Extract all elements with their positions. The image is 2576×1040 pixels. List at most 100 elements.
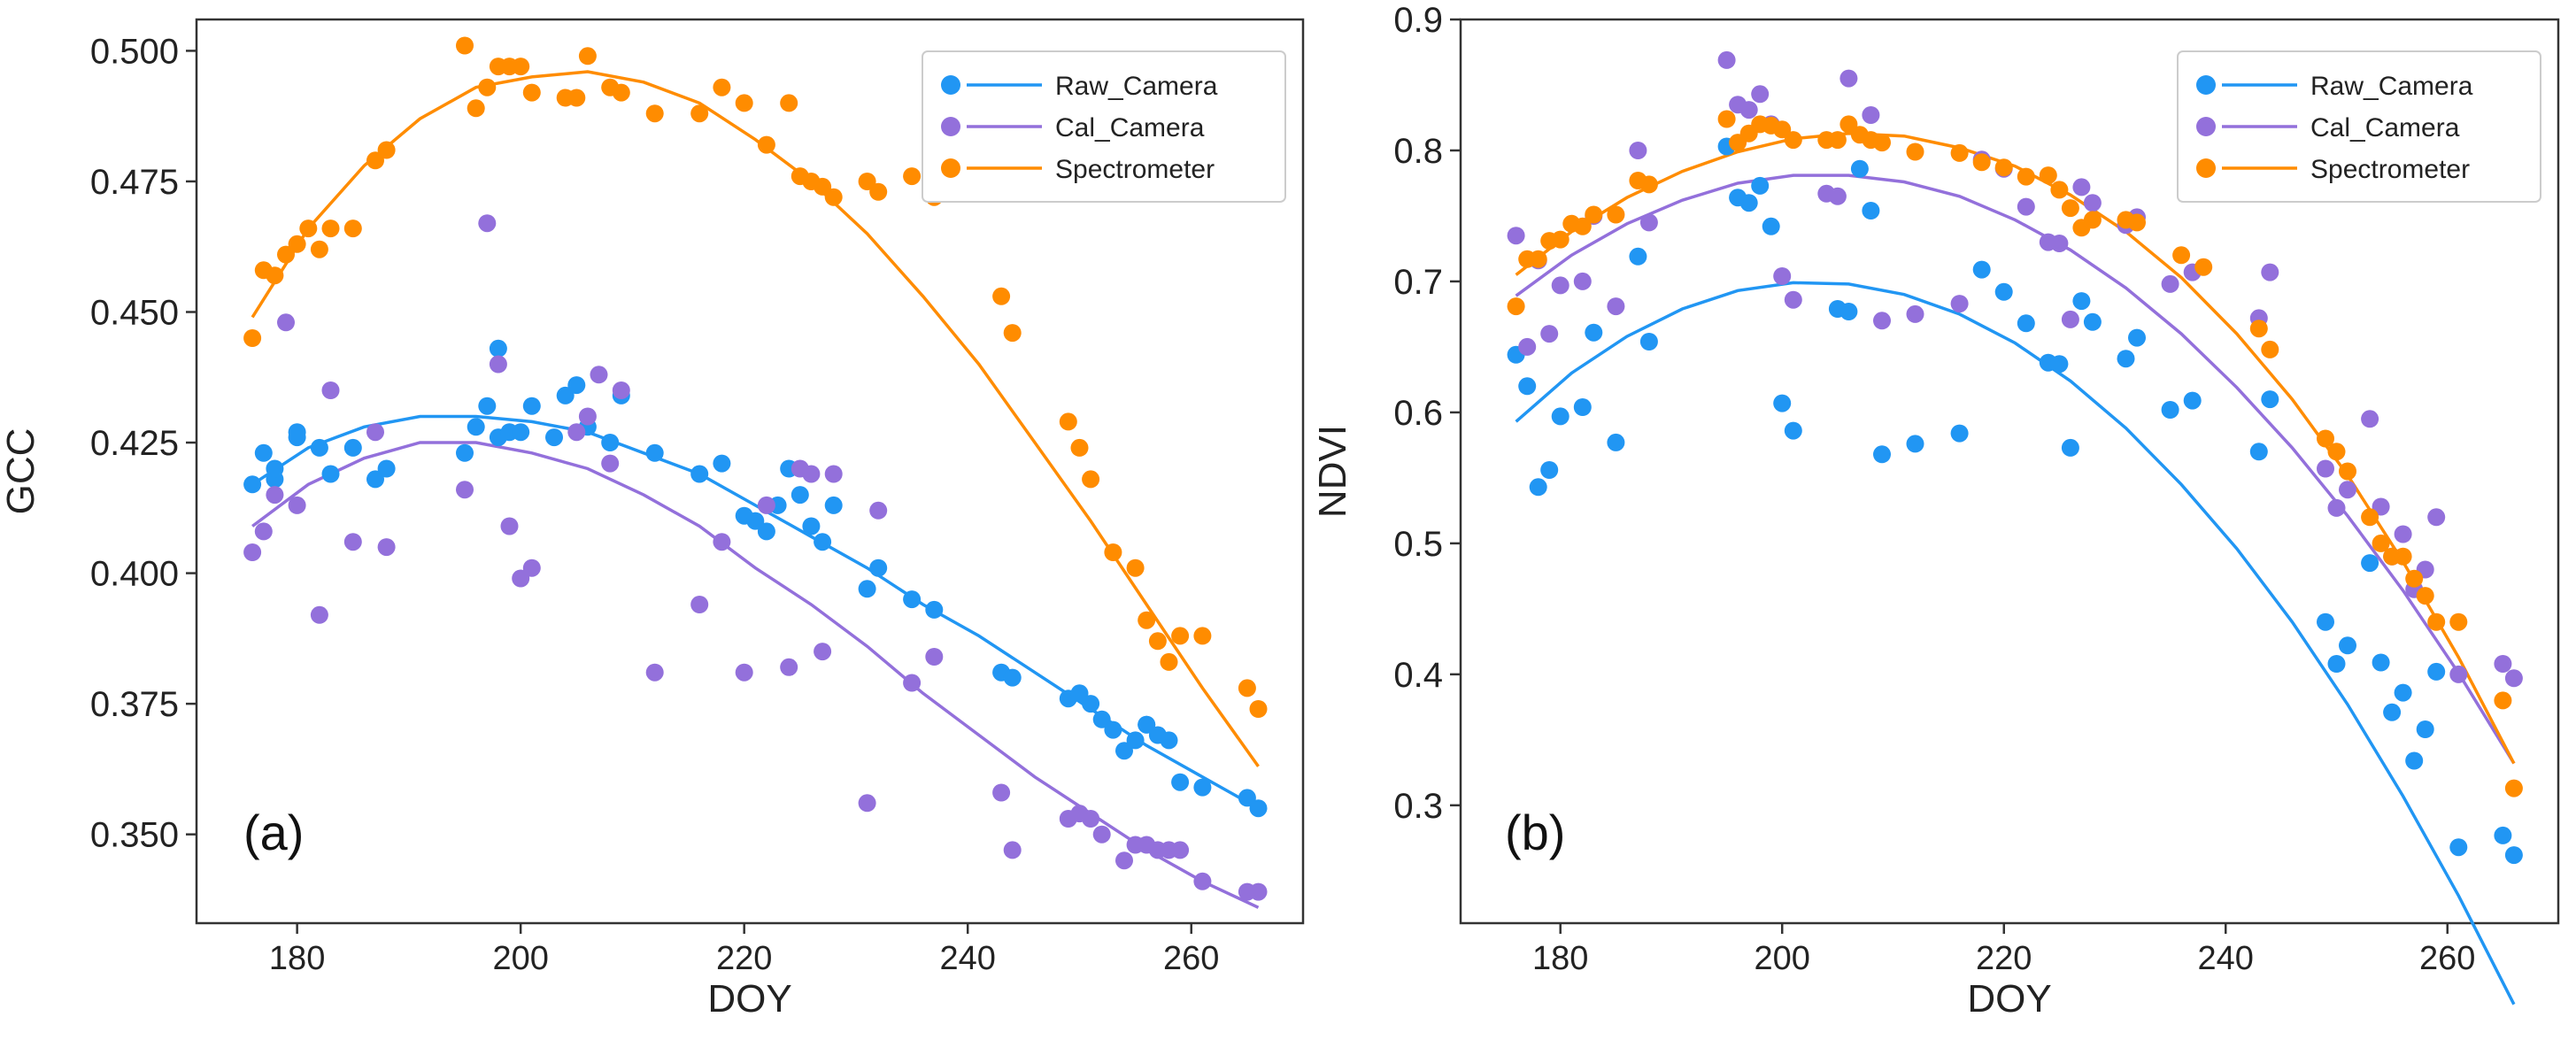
legend-label: Cal_Camera (2310, 113, 2460, 143)
data-point (1585, 323, 1603, 342)
points-raw-camera (243, 339, 1268, 818)
data-point (2449, 838, 2468, 857)
data-point (266, 459, 284, 478)
data-point (2339, 636, 2356, 655)
data-point (266, 266, 284, 285)
data-point (2039, 166, 2057, 185)
data-point (2072, 178, 2091, 196)
data-point (1573, 398, 1592, 416)
data-point (713, 78, 731, 96)
data-point (2172, 246, 2191, 265)
data-point (1950, 295, 1969, 313)
legend-label: Spectrometer (1055, 155, 1215, 184)
series-raw-camera (251, 414, 1260, 810)
data-point (243, 329, 262, 347)
data-point (869, 559, 888, 577)
x-tick-label: 180 (1532, 940, 1588, 977)
data-point (1092, 710, 1111, 728)
data-point (1717, 50, 1736, 69)
data-point (2061, 438, 2079, 457)
data-point (467, 418, 485, 436)
data-point (824, 496, 843, 514)
data-point (489, 355, 507, 374)
data-point (1862, 106, 1880, 124)
data-point (601, 434, 620, 451)
data-point (2050, 355, 2069, 374)
data-point (456, 481, 474, 499)
data-point (2449, 665, 2468, 683)
data-point (254, 522, 273, 541)
data-point (824, 465, 843, 483)
data-point (1193, 778, 1212, 797)
data-point (590, 366, 608, 384)
x-tick-label: 200 (492, 940, 548, 977)
legend: Raw_Camera Cal_Camera Spectrometer (922, 50, 1286, 203)
data-point (690, 104, 709, 123)
data-point (321, 465, 340, 483)
data-point (2072, 292, 2091, 311)
data-point (2361, 554, 2379, 573)
y-tick-label: 0.350 (90, 816, 179, 855)
data-point (478, 78, 497, 96)
legend-label: Raw_Camera (1055, 72, 1218, 101)
data-point (1160, 652, 1178, 671)
data-point (1994, 282, 2013, 301)
data-point (713, 533, 731, 551)
fit-line (251, 70, 1260, 767)
legend-marker (2196, 117, 2216, 136)
data-point (1639, 213, 1658, 232)
points-spectrometer (1507, 110, 2523, 797)
panel-label: (a) (243, 805, 304, 860)
data-point (310, 240, 328, 258)
data-point (522, 83, 541, 102)
data-point (1739, 194, 1758, 212)
data-point (377, 459, 396, 478)
data-point (1529, 250, 1547, 268)
data-point (512, 423, 530, 442)
data-point (467, 99, 485, 118)
data-point (2050, 181, 2069, 199)
data-point (858, 794, 876, 813)
plot-frame (195, 18, 1305, 925)
legend-box (2177, 50, 2541, 203)
data-point (1171, 627, 1190, 645)
data-point (1784, 131, 1802, 150)
plot-frame (1459, 18, 2560, 925)
data-point (2427, 662, 2446, 681)
series-raw-camera (1515, 281, 2516, 1005)
y-tick-label: 0.450 (90, 293, 179, 332)
data-point (713, 454, 731, 473)
data-point (343, 533, 362, 551)
x-tick-label: 180 (269, 940, 325, 977)
data-point (310, 605, 328, 624)
data-point (2361, 410, 2379, 428)
data-point (2183, 391, 2202, 410)
data-point (757, 522, 775, 541)
data-point (1639, 175, 1658, 194)
data-point (1518, 377, 1537, 396)
data-point (1003, 841, 1022, 859)
data-point (1249, 882, 1268, 901)
data-point (1082, 470, 1100, 489)
data-point (903, 590, 922, 609)
data-point (1629, 247, 1647, 266)
data-point (1059, 412, 1077, 431)
data-point (1573, 272, 1592, 290)
fit-line (251, 414, 1260, 810)
x-axis-label: DOY (707, 977, 791, 1021)
data-point (2249, 443, 2268, 461)
data-point (1104, 543, 1122, 561)
data-point (802, 517, 821, 535)
data-point (1839, 69, 1858, 88)
y-tick-label: 0.8 (1393, 132, 1443, 171)
chart-panel-a: 180 200 220 240 260 0.350 0.375 0.400 0.425 0.450… (0, 18, 1305, 1021)
data-point (2327, 655, 2346, 673)
data-point (288, 423, 306, 442)
data-point (858, 580, 876, 598)
data-point (1238, 789, 1256, 807)
data-point (1138, 715, 1156, 734)
data-point (2427, 612, 2446, 631)
x-tick-label: 220 (1976, 940, 2032, 977)
data-point (1138, 611, 1156, 629)
data-point (2405, 569, 2424, 588)
